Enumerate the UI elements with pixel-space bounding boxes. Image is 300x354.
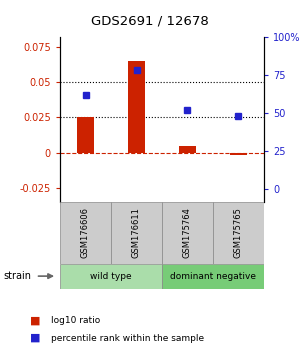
Text: GSM176606: GSM176606 — [81, 207, 90, 258]
Text: ■: ■ — [30, 333, 40, 343]
Text: dominant negative: dominant negative — [170, 272, 256, 281]
Text: GSM176611: GSM176611 — [132, 207, 141, 258]
Bar — [111, 202, 162, 264]
Text: strain: strain — [3, 271, 31, 281]
Bar — [60, 264, 162, 289]
Bar — [76, 118, 94, 153]
Bar — [128, 61, 146, 153]
Text: GSM175764: GSM175764 — [183, 207, 192, 258]
Text: ■: ■ — [30, 315, 40, 325]
Text: percentile rank within the sample: percentile rank within the sample — [51, 333, 204, 343]
Text: wild type: wild type — [90, 272, 132, 281]
Bar — [60, 202, 111, 264]
Text: GDS2691 / 12678: GDS2691 / 12678 — [91, 14, 209, 27]
Text: GSM175765: GSM175765 — [234, 207, 243, 258]
Bar — [213, 202, 264, 264]
Text: log10 ratio: log10 ratio — [51, 316, 100, 325]
Bar — [162, 264, 264, 289]
Bar — [178, 145, 196, 153]
Bar — [230, 153, 247, 155]
Bar — [162, 202, 213, 264]
